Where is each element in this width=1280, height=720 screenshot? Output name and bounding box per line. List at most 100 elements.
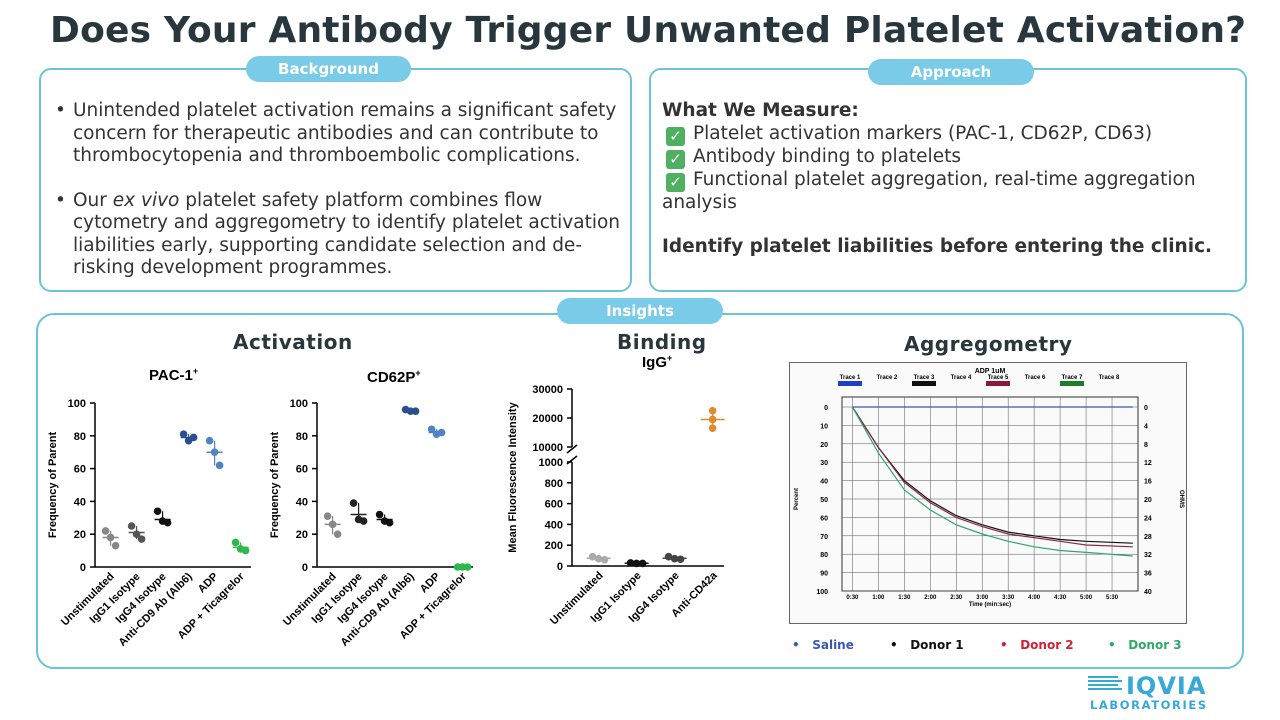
y-tick-label-right: 12	[1144, 460, 1152, 467]
data-point	[132, 530, 141, 538]
data-point	[111, 541, 120, 550]
y-tick-label: 100	[816, 589, 828, 596]
legend-item-donor-3: • Donor 3	[1108, 638, 1182, 652]
plot-frame	[841, 396, 1139, 592]
y-tick-label-right: 40	[1144, 589, 1152, 596]
y-axis-label: Frequency of Parent	[269, 431, 281, 538]
data-point	[163, 518, 172, 527]
y-axis-label: Mean Fluorescence Intensity	[507, 401, 519, 552]
x-tick-label: 0:30	[846, 595, 859, 601]
data-point	[437, 428, 446, 437]
trace-label: Trace 7	[1062, 375, 1083, 381]
trace-label: Trace 3	[914, 375, 935, 381]
data-point	[231, 538, 240, 547]
approach-item: ✓ Platelet activation markers (PAC-1, CD6…	[662, 123, 1222, 146]
y-tick-label-right: 8	[1144, 442, 1148, 449]
data-point	[205, 436, 214, 445]
y-tick-label: 10000	[532, 442, 563, 454]
legend-dot: •	[890, 638, 898, 652]
x-tick-label: 4:30	[1054, 595, 1067, 601]
y-tick-label: 600	[545, 499, 563, 511]
data-point	[375, 510, 384, 519]
trace-swatch	[838, 381, 862, 386]
bullet-item: • Our ex vivo platelet safety platform c…	[55, 189, 621, 279]
y-tick-label: 10	[820, 423, 828, 430]
approach-label: Approach	[868, 59, 1034, 85]
aggregometry-trace-panel: ADP 1uM Trace 1 Trace 2 Trace 3 Trace 4 Trace…	[789, 362, 1187, 624]
data-point	[215, 461, 224, 470]
data-point	[427, 425, 436, 434]
trace-label: Trace 5	[988, 375, 1009, 381]
data-point	[137, 535, 146, 543]
background-panel	[39, 68, 632, 292]
x-tick-label: 1:30	[898, 595, 911, 601]
aggregometry-chart: ADP 1uM Trace 1 Trace 2 Trace 3 Trace 4 Trace…	[794, 368, 1184, 608]
y-tick-label-right: 16	[1144, 479, 1152, 486]
y-tick-label: 30000	[532, 384, 563, 396]
trace-line	[851, 406, 1133, 548]
y-tick-label: 800	[545, 478, 563, 490]
x-axis-label: Time (min:sec)	[969, 602, 1011, 608]
x-tick-label: 2:00	[924, 595, 937, 601]
data-point	[349, 499, 358, 507]
data-point	[359, 517, 368, 525]
y-axis-label: Frequency of Parent	[47, 431, 59, 538]
x-tick-label: 5:30	[1106, 595, 1119, 601]
data-point	[323, 512, 332, 520]
x-tick-label: 2:30	[950, 595, 963, 601]
data-point	[189, 433, 198, 442]
igg-chart: 0 200 400 600 800 1000 10000 20000 30000 Mean Flu…	[507, 384, 725, 627]
check-icon: ✓	[666, 172, 685, 192]
data-point	[241, 546, 250, 555]
data-point	[588, 552, 597, 561]
y-tick-label: 100	[290, 398, 308, 410]
data-point	[179, 430, 188, 438]
data-point	[463, 563, 472, 571]
y-tick-label: 20	[296, 529, 308, 541]
trace-line	[851, 406, 1133, 557]
logo-lines-icon	[1088, 676, 1124, 694]
legend-dot: •	[792, 638, 800, 652]
x-tick-label: 3:30	[1002, 595, 1015, 601]
y-tick-label: 60	[820, 515, 828, 522]
binding-label: Binding	[617, 330, 707, 354]
y-axis-label-right: OHMS	[1178, 490, 1184, 508]
cd62p-chart-title: CD62P+	[367, 368, 421, 386]
y-tick-label: 20000	[532, 413, 563, 425]
y-tick-label: 20	[74, 529, 86, 541]
y-tick-label-right: 32	[1144, 552, 1152, 559]
legend-item-donor-1: • Donor 1	[890, 638, 964, 652]
y-tick-label: 80	[74, 431, 86, 443]
data-point	[333, 530, 342, 538]
data-point	[638, 559, 647, 568]
y-tick-label: 0	[824, 405, 828, 412]
trace-label: Trace 8	[1099, 375, 1120, 381]
aggregometry-label: Aggregometry	[904, 332, 1073, 356]
approach-heading: What We Measure:	[662, 100, 859, 121]
data-point	[101, 527, 110, 535]
y-tick-label: 0	[80, 562, 86, 574]
y-tick-label: 30	[820, 460, 828, 467]
legend-item-saline: • Saline	[792, 638, 854, 652]
y-tick-label-right: 0	[1144, 405, 1148, 412]
activation-label: Activation	[233, 330, 353, 354]
logo-word: IQVIA	[1126, 672, 1207, 700]
approach-closing: Identify platelet liabilities before ent…	[662, 236, 1213, 257]
data-point	[708, 415, 717, 424]
y-tick-label: 0	[302, 562, 308, 574]
approach-content: What We Measure: ✓ Platelet activation ma…	[662, 100, 1222, 259]
data-point	[328, 520, 337, 529]
trace-label: Trace 1	[840, 375, 861, 381]
check-icon: ✓	[666, 149, 685, 169]
page-title: Does Your Antibody Trigger Unwanted Plat…	[50, 10, 1247, 51]
y-tick-label-right: 20	[1144, 497, 1152, 504]
trace-swatch	[912, 381, 936, 386]
y-tick-label: 80	[296, 431, 308, 443]
data-point	[708, 406, 717, 415]
approach-item: ✓ Antibody binding to platelets	[662, 146, 1222, 169]
data-point	[676, 555, 685, 564]
y-tick-label: 20	[820, 442, 828, 449]
trace-label: Trace 6	[1025, 375, 1046, 381]
data-point	[594, 554, 603, 563]
data-point	[127, 522, 136, 530]
